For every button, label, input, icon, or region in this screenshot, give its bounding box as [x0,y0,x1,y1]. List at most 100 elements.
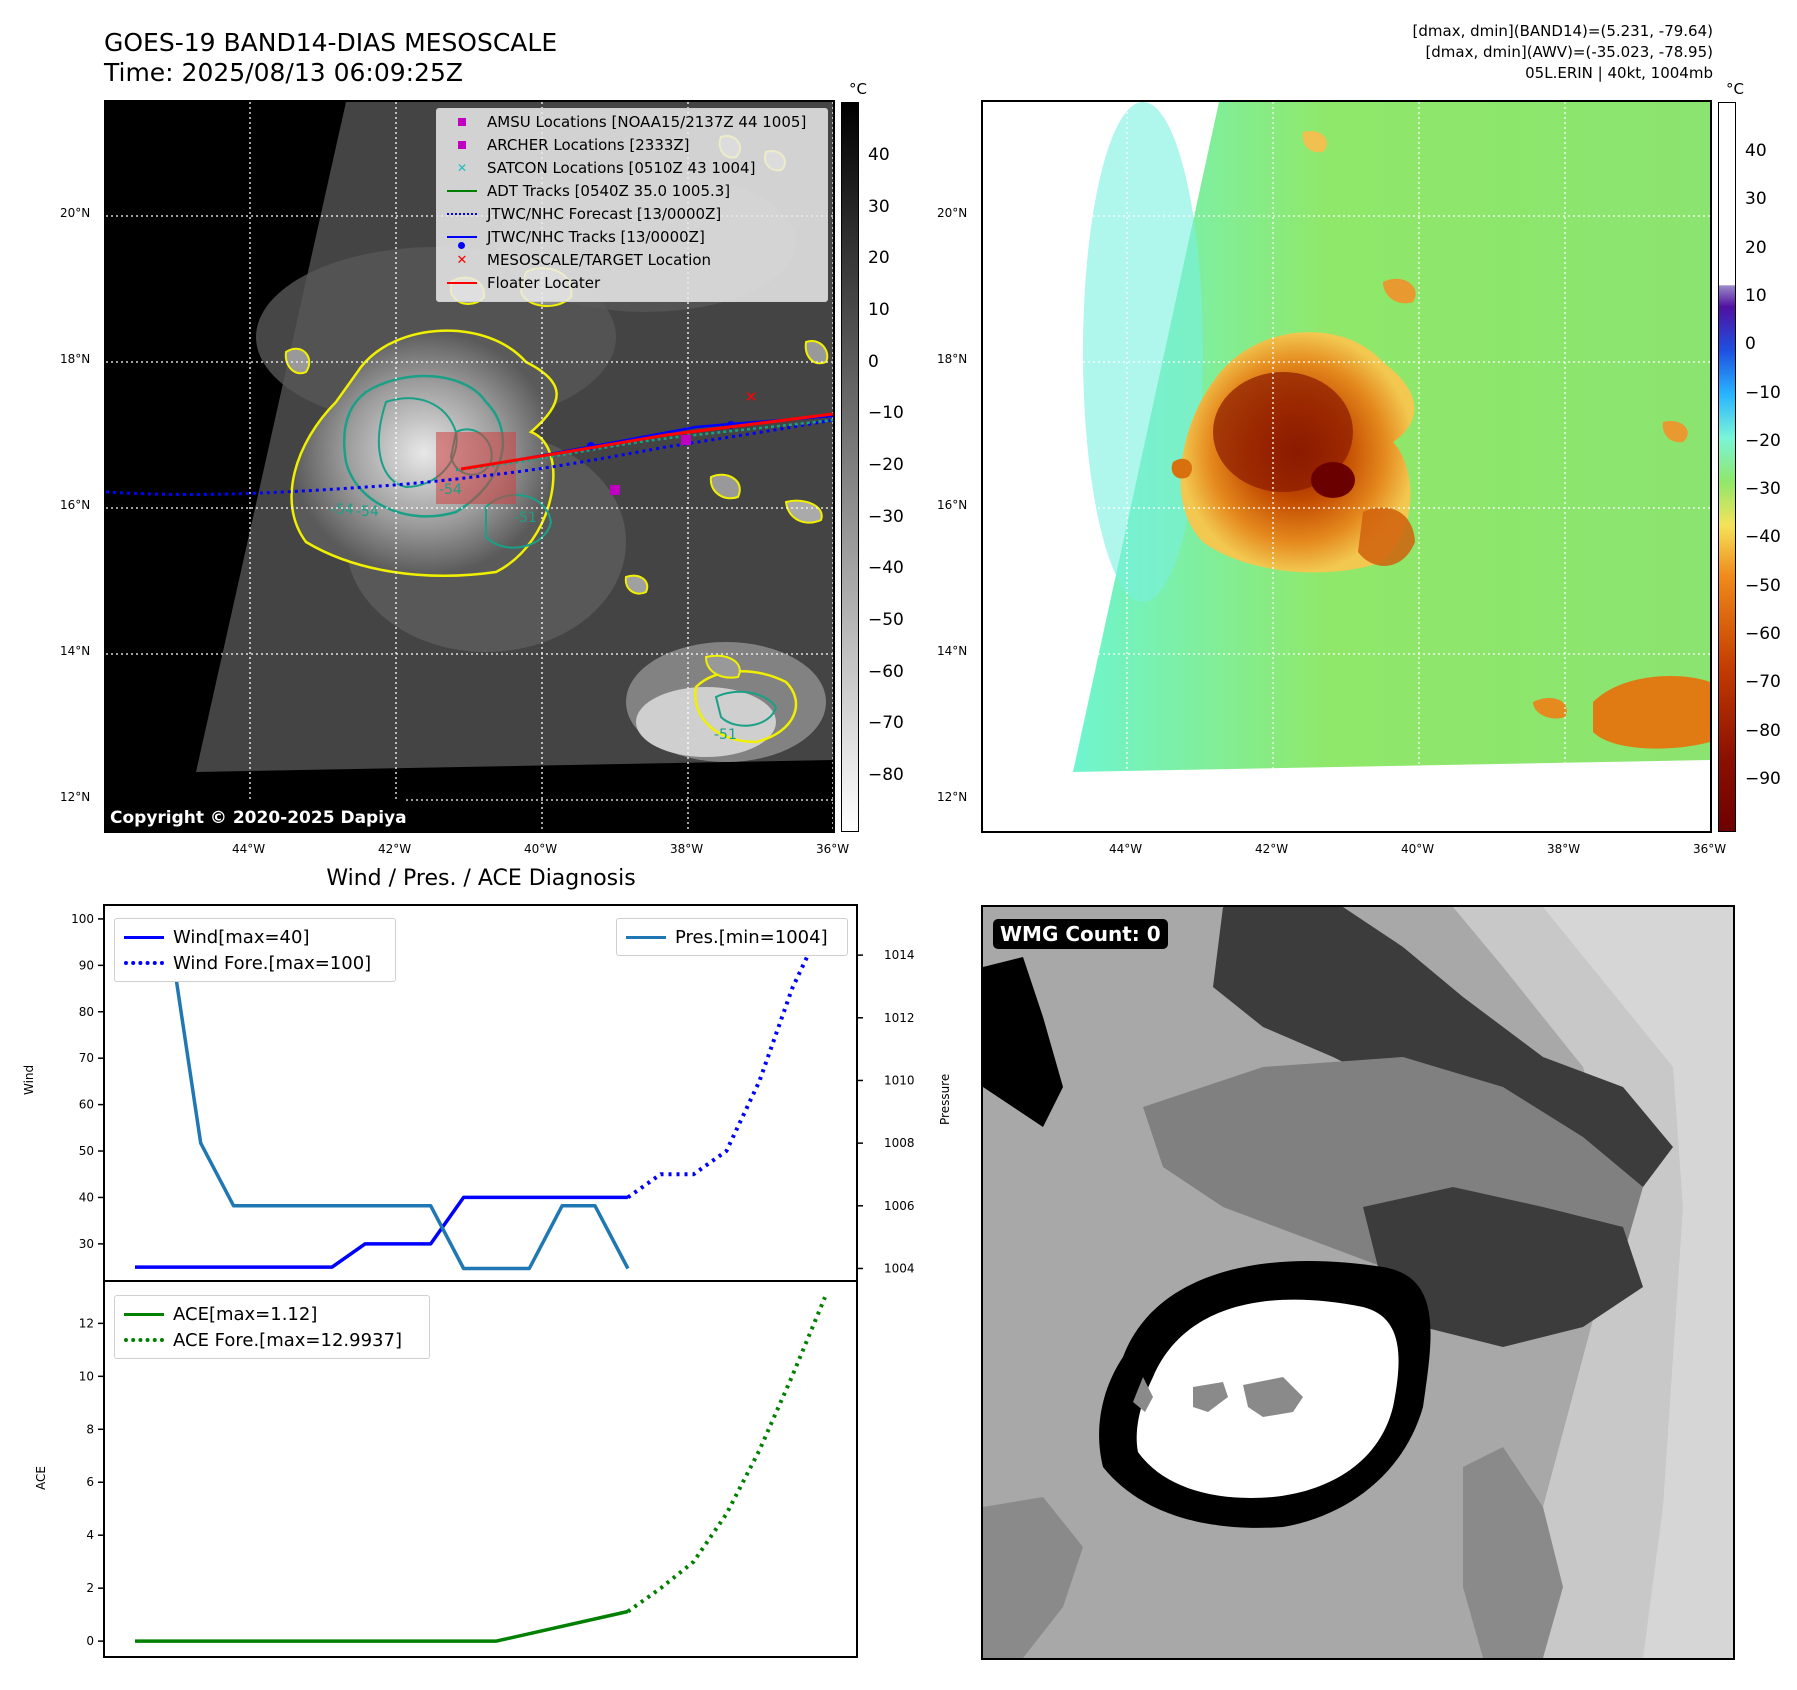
y-tick-label: 40 [79,1190,94,1204]
colorbar-tick-label: 10 [868,300,890,320]
series-line [626,1296,827,1614]
awv-map-image [983,102,1710,831]
pres-y-axis-label: Pressure [938,1073,952,1125]
lat-tick-label: 12°N [60,790,91,804]
awv-colorbar [1718,102,1736,832]
y-tick-label: 70 [79,1051,94,1065]
colorbar-tick-label: 40 [868,145,890,165]
chart-title-line1: GOES-19 BAND14-DIAS MESOSCALE [104,28,558,57]
legend-item: ACE[max=1.12] [115,1301,317,1327]
legend-item: ✕ SATCON Locations [0510Z 43 1004] [437,158,755,178]
wmg-count-badge: WMG Count: 0 [993,919,1168,949]
line-icon [447,282,477,284]
colorbar-tick-label: 0 [868,351,879,372]
ace-y-ticks: 0 2 4 6 8 10 12 [79,1316,104,1648]
colorbar-tick-label: −80 [1745,720,1781,741]
colorbar-tick-label: −40 [1745,527,1781,548]
lat-tick-label: 16°N [60,498,91,512]
ir-colorbar [841,102,859,832]
wind-y-axis-label: Wind [22,1064,36,1095]
amsu-location-marker [681,435,691,445]
chart-title-line2: Time: 2025/08/13 06:09:25Z [104,58,463,87]
series-line [626,918,827,1200]
awv-map-panel [981,100,1712,833]
copyright-text: Copyright © 2020-2025 Dapiya [110,808,407,828]
ace-legend: ACE[max=1.12] ACE Fore.[max=12.9937] [114,1295,430,1359]
lon-tick-label: 42°W [1255,842,1289,856]
lat-tick-label: 12°N [937,790,968,804]
line-dot-icon [447,236,477,238]
lon-tick-label: 44°W [232,842,266,856]
colorbar-tick-label: −20 [1745,430,1781,451]
ace-axes-frame [103,1280,858,1658]
legend-item: Wind[max=40] [115,924,310,950]
ir-colorbar-unit: °C [849,80,867,98]
lat-tick-label: 18°N [937,352,968,366]
wind-legend: Wind[max=40] Wind Fore.[max=100] [114,918,396,982]
pres-legend: Pres.[min=1004] [616,918,848,956]
diag-title: Wind / Pres. / ACE Diagnosis [326,866,636,891]
contour-label: -51 [714,727,737,743]
info-line3: 05L.ERIN | 40kt, 1004mb [1525,64,1713,82]
colorbar-tick-label: −10 [868,403,904,424]
y-tick-label: 1008 [884,1136,915,1150]
y-tick-label: 30 [79,1237,94,1251]
line-icon [124,935,164,939]
lon-tick-label: 40°W [1401,842,1435,856]
lat-tick-label: 14°N [60,644,91,658]
x-marker-icon: ✕ [456,252,468,268]
y-tick-label: 1014 [884,948,915,962]
y-tick-label: 8 [86,1422,94,1436]
colorbar-tick-label: −90 [1745,769,1781,789]
colorbar-tick-label: −30 [1745,479,1781,500]
colorbar-tick-label: 20 [1745,237,1767,258]
contour-label: -54 [331,502,354,518]
ir-map-panel: -54 -54 -54 -51 -51 ✕ Copyright © 2020-2… [104,100,835,833]
wind-series [135,918,827,1269]
legend-item: JTWC/NHC Forecast [13/0000Z] [437,204,721,224]
colorbar-tick-label: −70 [1745,672,1781,693]
contour-label: -54 [356,504,379,520]
legend-item: ✕ MESOSCALE/TARGET Location [437,250,712,270]
colorbar-tick-label: −50 [1745,575,1781,596]
dotted-line-icon [124,961,164,965]
legend-item: Wind Fore.[max=100] [115,950,371,976]
colorbar-tick-label: −60 [868,661,904,682]
lon-tick-label: 36°W [1693,842,1727,856]
legend-item: Floater Locater [437,273,600,293]
y-tick-label: 1006 [884,1199,915,1213]
contour-label: -54 [439,482,462,498]
info-line2: [dmax, dmin](AWV)=(-35.023, -78.95) [1425,43,1713,61]
colorbar-tick-label: 10 [1745,285,1767,306]
pres-y-ticks: 1004 1006 1008 1010 1012 1014 [857,948,915,1275]
x-marker-icon: ✕ [456,161,468,175]
y-tick-label: 90 [79,958,94,972]
colorbar-tick-label: −70 [868,713,904,734]
y-tick-label: 80 [79,1005,94,1019]
wmg-image [983,907,1733,1658]
y-tick-label: 10 [79,1369,94,1383]
lon-tick-label: 38°W [670,842,704,856]
y-tick-label: 6 [86,1475,94,1489]
y-tick-label: 4 [86,1528,94,1542]
series-line [135,922,630,1271]
lat-tick-label: 20°N [60,206,91,220]
y-tick-label: 60 [79,1098,94,1112]
colorbar-tick-label: −40 [868,558,904,579]
colorbar-tick-label: 40 [1745,141,1767,161]
line-icon [124,1312,164,1316]
lon-tick-label: 38°W [1547,842,1581,856]
wind-y-ticks: 30 40 50 60 70 80 90 100 [71,912,104,1251]
ace-y-axis-label: ACE [34,1466,48,1490]
line-icon [447,190,477,192]
legend-item: AMSU Locations [NOAA15/2137Z 44 1005] [437,112,806,132]
colorbar-tick-label: −30 [868,506,904,527]
colorbar-tick-label: 20 [868,248,890,269]
lat-tick-label: 14°N [937,644,968,658]
colorbar-tick-label: 30 [1745,189,1767,210]
y-tick-label: 100 [71,912,94,926]
floater-locator-track [460,412,833,471]
colorbar-tick-label: −20 [868,455,904,475]
satcon-track [455,418,833,472]
y-tick-label: 12 [79,1316,94,1330]
